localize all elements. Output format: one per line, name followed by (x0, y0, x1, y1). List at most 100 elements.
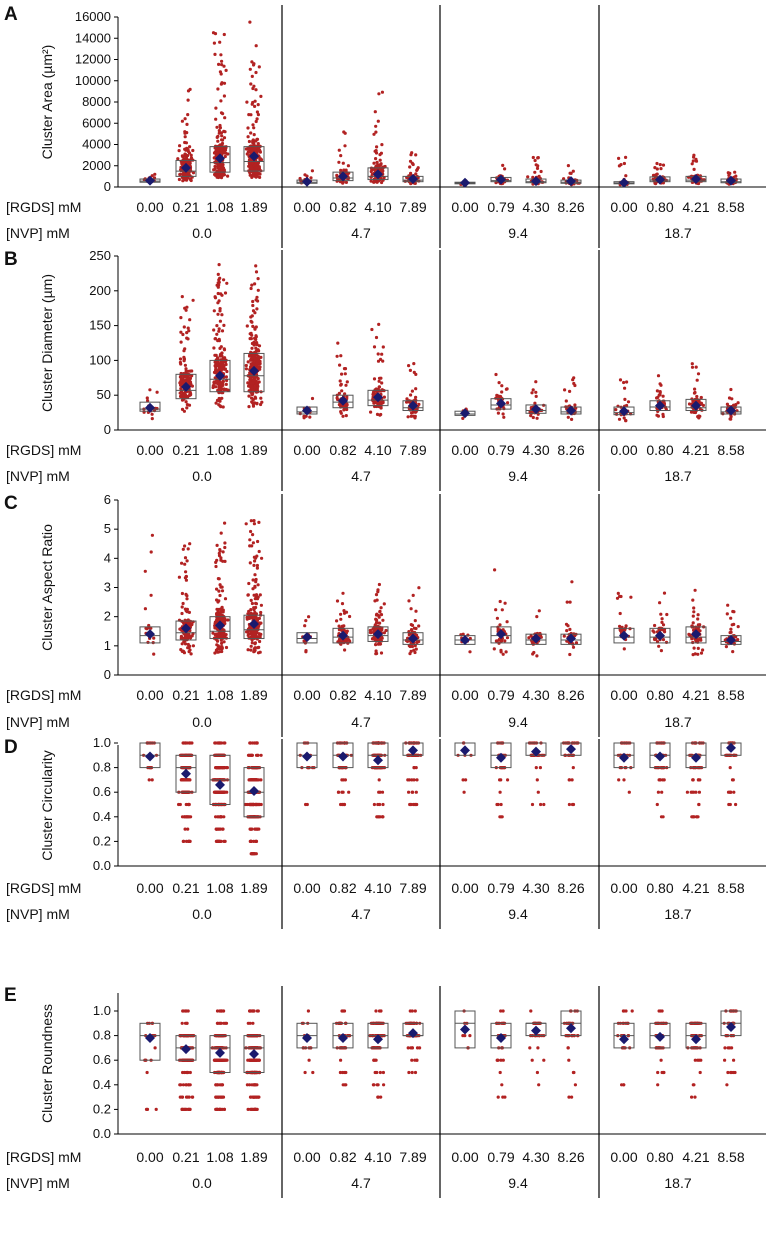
data-point (250, 166, 254, 170)
data-point (374, 649, 378, 653)
data-point (217, 299, 221, 303)
nvp-value: 0.0 (192, 225, 212, 241)
data-point (308, 415, 312, 419)
rgds-value: 1.89 (240, 199, 267, 215)
data-point (733, 170, 737, 174)
data-point (249, 164, 253, 168)
data-point (379, 406, 383, 410)
data-point (571, 766, 575, 770)
data-point (377, 815, 381, 819)
data-point (254, 334, 258, 338)
data-point (258, 650, 262, 654)
data-point (374, 157, 378, 161)
data-points (244, 741, 263, 856)
data-point (376, 588, 380, 592)
data-point (570, 802, 575, 807)
data-point (338, 379, 342, 383)
data-point (699, 395, 703, 400)
data-point (178, 357, 183, 361)
data-point (660, 790, 664, 794)
data-point (222, 323, 226, 327)
data-point (259, 402, 263, 407)
data-point (725, 612, 729, 616)
data-point (732, 403, 736, 407)
iqr-box (175, 159, 197, 177)
data-point (217, 62, 221, 66)
data-point (248, 146, 252, 150)
data-point (256, 365, 260, 369)
data-point (213, 790, 217, 794)
data-point (180, 154, 184, 158)
rgds-value: 8.58 (717, 687, 744, 703)
data-point (256, 753, 260, 757)
data-point (415, 640, 419, 645)
data-point (223, 291, 228, 295)
data-point (179, 330, 183, 334)
data-point (221, 827, 225, 831)
data-point (376, 119, 380, 123)
panel-letter: B (4, 249, 18, 270)
data-point (253, 646, 257, 651)
data-point (381, 802, 385, 807)
data-point (371, 167, 375, 171)
data-point (567, 802, 572, 807)
y-tick-label: 6000 (82, 115, 111, 130)
data-point (374, 652, 378, 656)
y-tick-label: 2000 (82, 158, 111, 173)
data-point (372, 180, 376, 184)
data-point (219, 531, 223, 535)
data-point (185, 406, 189, 410)
data-point (495, 639, 499, 643)
data-point (253, 148, 257, 152)
data-point (224, 645, 229, 650)
data-point (218, 815, 222, 819)
data-point (408, 165, 412, 169)
data-point (409, 414, 413, 418)
data-point (412, 362, 416, 366)
data-point (498, 815, 502, 819)
rgds-value: 0.00 (136, 199, 163, 215)
nvp-value: 18.7 (664, 468, 691, 484)
data-point (255, 174, 259, 178)
data-point (249, 648, 253, 652)
data-point (250, 60, 254, 64)
data-point (253, 630, 257, 635)
data-point (617, 164, 622, 168)
rgds-value: 0.00 (451, 687, 478, 703)
data-point (568, 627, 572, 632)
data-point (505, 636, 510, 640)
data-point (380, 352, 384, 356)
data-point (568, 600, 572, 604)
data-point (189, 652, 193, 656)
data-point (215, 766, 219, 770)
data-point (143, 569, 147, 573)
data-point (220, 313, 224, 317)
mean-marker (566, 176, 576, 187)
data-point (498, 599, 502, 604)
rgds-value: 4.10 (364, 442, 391, 458)
rgds-value: 1.89 (240, 687, 267, 703)
y-tick-label: 12000 (75, 52, 111, 67)
rgds-value: 0.21 (172, 687, 199, 703)
rgds-value: 0.21 (172, 442, 199, 458)
rgds-value: 0.80 (646, 442, 673, 458)
data-point (414, 609, 418, 613)
data-point (218, 839, 222, 844)
data-point (251, 541, 255, 545)
data-point (542, 802, 546, 807)
data-point (622, 416, 626, 420)
data-point (567, 778, 571, 782)
y-tick-label: 0.6 (93, 784, 111, 799)
data-point (344, 639, 348, 643)
data-point (220, 63, 224, 67)
data-point (186, 547, 190, 551)
data-point (252, 522, 256, 526)
data-point (218, 548, 222, 552)
data-point (215, 125, 219, 129)
data-point (252, 839, 256, 844)
data-point (186, 369, 190, 373)
data-point (214, 633, 218, 637)
data-point (252, 378, 256, 382)
data-points (687, 588, 706, 657)
data-point (374, 643, 378, 647)
